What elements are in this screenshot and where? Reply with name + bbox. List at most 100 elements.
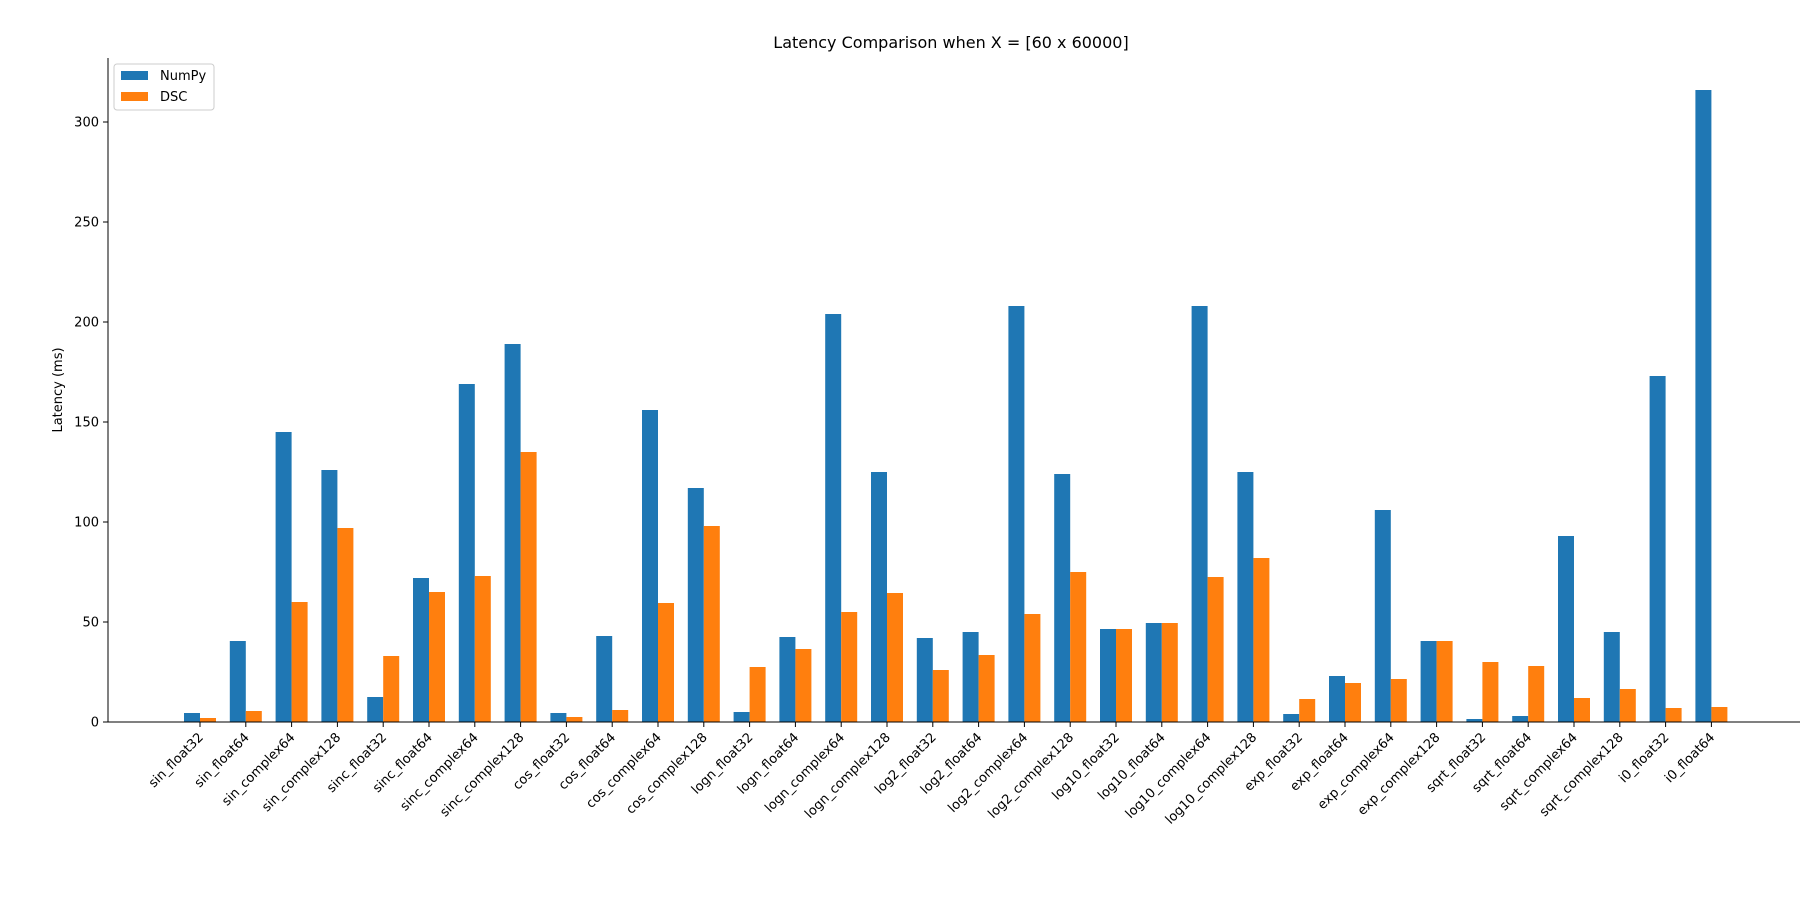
bar-numpy-sinc_complex64 bbox=[458, 384, 475, 722]
bar-numpy-cos_float64 bbox=[596, 636, 613, 722]
bar-numpy-logn_float64 bbox=[779, 637, 796, 722]
bar-dsc-sin_float64 bbox=[245, 711, 262, 722]
bar-numpy-log2_float32 bbox=[916, 638, 933, 722]
y-tick-label: 200 bbox=[74, 316, 99, 331]
x-tick-label: sinc_complex128 bbox=[437, 730, 527, 820]
x-tick-label: log2_complex128 bbox=[985, 730, 1077, 822]
bar-dsc-log2_complex128 bbox=[1070, 572, 1087, 722]
bar-numpy-log10_float64 bbox=[1145, 623, 1162, 722]
bar-dsc-log10_complex128 bbox=[1253, 558, 1270, 722]
bar-dsc-sqrt_float64 bbox=[1528, 666, 1545, 722]
bar-numpy-cos_float32 bbox=[550, 713, 567, 722]
x-tick-label: exp_complex128 bbox=[1355, 730, 1443, 818]
bar-numpy-cos_complex128 bbox=[687, 488, 704, 722]
bar-dsc-log2_complex64 bbox=[1024, 614, 1041, 722]
bar-numpy-log10_float32 bbox=[1100, 629, 1116, 722]
x-tick-label: logn_complex128 bbox=[802, 730, 894, 822]
bar-numpy-sinc_float32 bbox=[367, 697, 384, 722]
bars-group bbox=[184, 90, 1728, 722]
x-tick-label: log2_complex64 bbox=[946, 730, 1032, 816]
bar-dsc-exp_complex128 bbox=[1436, 641, 1453, 722]
bar-dsc-logn_float32 bbox=[749, 667, 766, 722]
legend-label-dsc: DSC bbox=[160, 90, 187, 105]
bar-dsc-sin_float32 bbox=[200, 718, 216, 722]
y-tick-label: 0 bbox=[91, 716, 99, 731]
bar-dsc-sinc_float64 bbox=[429, 592, 445, 722]
x-ticks: sin_float32sin_float64sin_complex64sin_c… bbox=[146, 722, 1718, 828]
bar-numpy-sqrt_float64 bbox=[1512, 716, 1529, 722]
bar-numpy-sin_complex128 bbox=[321, 470, 338, 722]
bar-numpy-log2_complex64 bbox=[1008, 306, 1025, 722]
legend-label-numpy: NumPy bbox=[160, 69, 206, 84]
bar-dsc-sin_complex64 bbox=[291, 602, 308, 722]
bar-numpy-sinc_float64 bbox=[413, 578, 429, 722]
y-tick-label: 50 bbox=[82, 616, 99, 631]
bar-dsc-cos_complex128 bbox=[703, 526, 720, 722]
bar-dsc-sin_complex128 bbox=[337, 528, 354, 722]
bar-dsc-cos_float64 bbox=[612, 710, 629, 722]
x-tick-label: sqrt_complex128 bbox=[1537, 730, 1627, 820]
bar-dsc-logn_float64 bbox=[795, 649, 812, 722]
bar-dsc-sinc_complex64 bbox=[474, 576, 491, 722]
bar-dsc-logn_complex128 bbox=[887, 593, 903, 722]
bar-numpy-sqrt_float32 bbox=[1466, 719, 1483, 722]
bar-dsc-log10_float32 bbox=[1116, 629, 1132, 722]
bar-dsc-log2_float64 bbox=[978, 655, 995, 722]
x-tick-label: log10_complex64 bbox=[1123, 730, 1215, 822]
bar-numpy-logn_complex64 bbox=[825, 314, 842, 722]
bar-dsc-log10_complex64 bbox=[1207, 577, 1224, 722]
bar-dsc-cos_float32 bbox=[566, 717, 583, 722]
chart-title: Latency Comparison when X = [60 x 60000] bbox=[773, 33, 1128, 52]
y-tick-label: 150 bbox=[74, 416, 99, 431]
x-tick-label: cos_complex128 bbox=[623, 730, 710, 817]
legend: NumPy DSC bbox=[113, 63, 215, 111]
bar-numpy-sin_complex64 bbox=[275, 432, 292, 722]
bar-dsc-sqrt_complex128 bbox=[1619, 689, 1636, 722]
bar-numpy-log10_complex128 bbox=[1237, 472, 1254, 722]
bar-numpy-exp_float64 bbox=[1329, 676, 1345, 722]
bar-dsc-exp_float64 bbox=[1345, 683, 1361, 722]
y-axis-label: Latency (ms) bbox=[51, 347, 66, 432]
bar-numpy-cos_complex64 bbox=[642, 410, 658, 722]
legend-swatch-dsc bbox=[121, 92, 148, 101]
bar-numpy-sinc_complex128 bbox=[504, 344, 521, 722]
bar-dsc-exp_complex64 bbox=[1390, 679, 1407, 722]
bar-numpy-i0_float32 bbox=[1649, 376, 1666, 722]
bar-numpy-log2_complex128 bbox=[1054, 474, 1071, 722]
bar-numpy-sin_float64 bbox=[229, 641, 246, 722]
bar-numpy-exp_complex128 bbox=[1420, 641, 1437, 722]
bar-numpy-log10_complex64 bbox=[1191, 306, 1208, 722]
bar-dsc-sqrt_float32 bbox=[1482, 662, 1499, 722]
bar-dsc-i0_float64 bbox=[1711, 707, 1728, 722]
legend-swatch-numpy bbox=[121, 71, 148, 80]
bar-numpy-sin_float32 bbox=[184, 713, 200, 722]
bar-dsc-log10_float64 bbox=[1161, 623, 1178, 722]
bar-dsc-cos_complex64 bbox=[658, 603, 674, 722]
x-tick-label: sin_complex128 bbox=[259, 730, 344, 815]
bar-numpy-exp_float32 bbox=[1283, 714, 1300, 722]
bar-numpy-i0_float64 bbox=[1695, 90, 1712, 722]
bar-numpy-logn_complex128 bbox=[871, 472, 887, 722]
y-tick-label: 250 bbox=[74, 216, 99, 231]
bar-dsc-logn_complex64 bbox=[841, 612, 858, 722]
bar-numpy-logn_float32 bbox=[733, 712, 750, 722]
bar-dsc-exp_float32 bbox=[1299, 699, 1316, 722]
x-tick-label: sinc_complex64 bbox=[398, 730, 482, 814]
y-tick-label: 100 bbox=[74, 516, 99, 531]
bar-numpy-exp_complex64 bbox=[1374, 510, 1391, 722]
bar-dsc-i0_float32 bbox=[1665, 708, 1682, 722]
x-tick-label: sqrt_complex64 bbox=[1497, 730, 1581, 814]
bar-dsc-sinc_complex128 bbox=[520, 452, 537, 722]
x-tick-label: exp_complex64 bbox=[1315, 730, 1398, 813]
x-tick-label: i0_float64 bbox=[1662, 730, 1718, 786]
y-ticks: 0 50 100 150 200 250 300 bbox=[74, 116, 108, 731]
bar-dsc-log2_float32 bbox=[932, 670, 949, 722]
bar-dsc-sinc_float32 bbox=[383, 656, 400, 722]
bar-numpy-sqrt_complex128 bbox=[1603, 632, 1620, 722]
x-tick-label: logn_complex64 bbox=[762, 730, 848, 816]
bar-numpy-log2_float64 bbox=[962, 632, 979, 722]
bar-numpy-sqrt_complex64 bbox=[1558, 536, 1574, 722]
bar-dsc-sqrt_complex64 bbox=[1574, 698, 1590, 722]
y-tick-label: 300 bbox=[74, 116, 99, 131]
